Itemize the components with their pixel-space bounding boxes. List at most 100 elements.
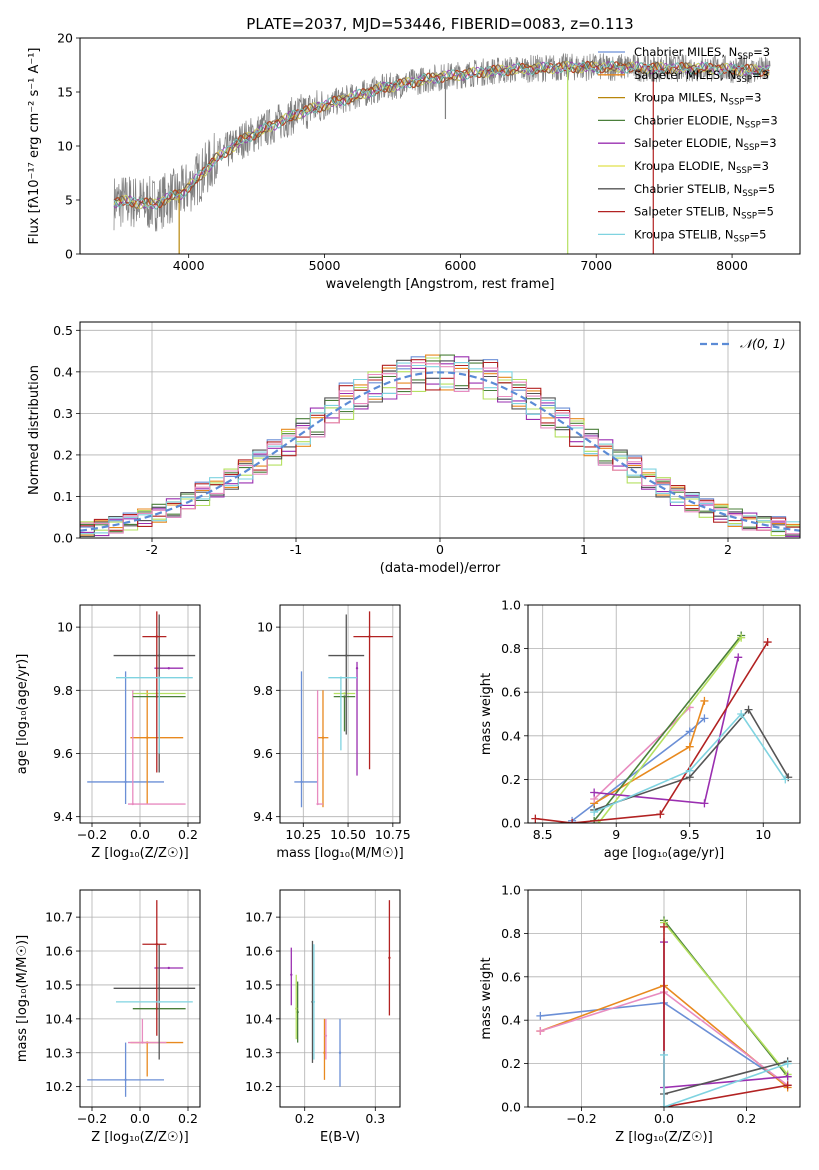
mass-weight-vs-age-plot-area [528, 605, 800, 823]
age-vs-mass-xtick-label-0: 10.25 [285, 827, 321, 842]
mass-vs-Z-ylabel: mass [log₁₀(M/M☉)] [15, 935, 30, 1062]
age-vs-Z-ylabel: age [log₁₀(age/yr)] [15, 654, 30, 775]
mass-weight-vs-age-line-8 [593, 712, 786, 813]
age-vs-mass-point-7 [368, 635, 371, 638]
mass-vs-EBV-xtick-label-0: 0.2 [295, 1111, 315, 1126]
mass-weight-vs-age-ytick-label-3: 0.6 [501, 685, 521, 700]
mass-weight-vs-age-line-0 [571, 717, 705, 822]
legend-suffix-7: =5 [757, 205, 774, 219]
mass-weight-vs-age-xtick-label-2: 9.5 [680, 827, 700, 842]
spectrum-ytick-label-4: 20 [57, 31, 73, 46]
age-vs-Z-axes: −0.2 0.0 0.2 9.4 9.6 9.8 10 Z [log₁₀(Z/Z☉)] age … [15, 604, 201, 861]
mass-vs-EBV-ytick-label-0: 10.2 [245, 1079, 273, 1094]
mass-weight-vs-Z-marker-5-2 [783, 1072, 792, 1081]
age-vs-Z-point-1 [146, 736, 149, 739]
mass-weight-vs-age-xlabel: age [log₁₀(age/yr)] [604, 846, 725, 861]
mass-weight-vs-age-line-7 [535, 641, 769, 823]
residuals-xtick-label-0: -2 [146, 542, 158, 557]
spectrum-ytick-label-2: 10 [57, 139, 73, 154]
mass-weight-vs-age-frame [527, 604, 801, 824]
spectrum-legend-label-5: Kroupa ELODIE, NSSP=3 [634, 159, 769, 176]
mass-weight-vs-Z-line-4 [663, 921, 789, 1076]
spectrum-ylabel: Flux [fλ10⁻¹⁷ erg cm⁻² s⁻¹ A⁻¹] [27, 48, 42, 245]
spectrum-ytick-label-3: 15 [57, 85, 73, 100]
mass-vs-Z-point-7 [158, 1000, 161, 1004]
mass-vs-EBV-point-8 [312, 1000, 316, 1004]
mass-vs-Z-point-4 [167, 966, 170, 970]
spectrum-legend-label-1: Salpeter MILES, NSSP=3 [634, 68, 769, 85]
spectrum-legend-label-0: Chabrier MILES, NSSP=3 [634, 45, 770, 62]
mass-weight-vs-Z-xlabel: Z [log₁₀(Z/Z☉)] [615, 1130, 712, 1145]
legend-suffix-0: =3 [753, 45, 770, 59]
mass-weight-vs-age-marker-1-2 [700, 696, 709, 705]
mass-weight-vs-Z-plot-area [528, 890, 800, 1107]
mass-weight-vs-age-ytick-label-5: 1.0 [501, 598, 521, 613]
legend-text-8: Kroupa STELIB, N [634, 227, 734, 241]
mass-vs-Z-point-2 [141, 1041, 144, 1044]
mass-vs-EBV-ytick-label-1: 10.3 [245, 1045, 273, 1060]
age-vs-mass-xtick-label-1: 10.50 [330, 827, 366, 842]
normal-curve-line [80, 371, 800, 532]
spectrum-xtick-label-1: 5000 [309, 258, 341, 273]
age-vs-mass-point-8 [339, 676, 343, 679]
residuals-xtick-label-3: 1 [580, 542, 588, 557]
legend-suffix-3: =3 [761, 113, 778, 127]
age-vs-Z-ytick-label-3: 10 [57, 620, 73, 635]
mass-weight-vs-age-marker-1-1 [685, 742, 694, 751]
mass-vs-Z-ytick-label-0: 10.2 [45, 1079, 73, 1094]
mass-weight-vs-age-line-2 [593, 706, 691, 800]
spectrum-frame [79, 37, 801, 255]
residual-hist-8 [80, 362, 800, 535]
age-vs-Z-point-7 [155, 635, 158, 638]
age-vs-Z-xtick-label-0: −0.2 [77, 827, 107, 842]
spectrum-xtick-label-3: 7000 [580, 258, 612, 273]
mass-vs-Z-ytick-label-5: 10.7 [45, 910, 73, 925]
mass-weight-vs-Z-ytick-label-1: 0.2 [501, 1056, 521, 1071]
mass-vs-EBV-ytick-label-2: 10.4 [245, 1011, 273, 1026]
mass-vs-Z-xtick-label-1: 0.0 [130, 1111, 150, 1126]
mass-weight-vs-Z-ylabel: mass weight [479, 957, 494, 1039]
legend-suffix-2: =3 [744, 91, 761, 105]
residuals-frame [79, 321, 801, 539]
mass-weight-vs-Z-axes: −0.2 0.0 0.2 0.0 0.2 0.4 0.6 0.8 1.0 Z [log₁₀(Z/Z… [479, 883, 801, 1145]
residuals-axes: -2 -1 0 1 2 0.0 0.1 0.2 0.3 0.4 0.5 (data-model)/er… [27, 321, 801, 576]
mass-weight-vs-Z-ytick-label-5: 1.0 [501, 883, 521, 898]
age-vs-Z-plot-area [80, 605, 200, 823]
legend-suffix-5: =3 [752, 159, 769, 173]
spectrum-model-line-6 [113, 61, 770, 209]
spectrum-ytick-label-0: 0 [65, 247, 73, 262]
legend-suffix-6: =5 [758, 182, 775, 196]
mass-weight-vs-Z-marker-0-0 [536, 1011, 545, 1020]
legend-sub-4: SSP [744, 143, 760, 153]
mass-vs-Z-xtick-label-0: −0.2 [77, 1111, 107, 1126]
mass-weight-vs-age-marker-0-1 [685, 727, 694, 736]
mass-vs-Z-ytick-label-1: 10.3 [45, 1045, 73, 1060]
residuals-ytick-label-1: 0.1 [53, 489, 73, 504]
age-vs-mass-point-0 [300, 780, 303, 784]
mass-weight-vs-Z-ytick-label-3: 0.6 [501, 969, 521, 984]
mass-weight-vs-Z-marker-8-0 [660, 1050, 668, 1059]
spectrum-xtick-label-0: 4000 [173, 258, 205, 273]
spectrum-xtick-label-4: 8000 [716, 258, 748, 273]
legend-sub-6: SSP [742, 189, 758, 199]
age-vs-Z-xtick-label-1: 0.0 [130, 827, 150, 842]
mass-weight-vs-Z-line-6 [663, 1060, 788, 1095]
mass-weight-vs-Z-marker-7-0 [660, 922, 668, 931]
age-vs-mass-ytick-label-1: 9.6 [253, 746, 273, 761]
spectrum-model-line-8 [113, 60, 770, 210]
age-vs-Z-point-6 [158, 654, 161, 657]
mass-weight-vs-Z-xtick-label-0: −0.2 [566, 1111, 596, 1126]
mass-vs-Z-axes: −0.2 0.0 0.2 10.2 10.3 10.4 10.5 10.6 10.7 Z [log… [15, 889, 201, 1145]
mass-vs-EBV-point-7 [388, 956, 391, 960]
age-vs-mass-ytick-label-2: 9.8 [253, 683, 273, 698]
mass-weight-vs-age-marker-7-0 [531, 814, 540, 823]
mass-weight-vs-age-marker-5-0 [590, 788, 599, 797]
mass-vs-EBV-xtick-label-1: 0.3 [365, 1111, 385, 1126]
mass-weight-vs-age-marker-5-2 [734, 653, 743, 662]
mass-weight-vs-Z-marker-7-2 [783, 1081, 792, 1090]
legend-text-0: Chabrier MILES, N [634, 45, 737, 59]
legend-text-7: Salpeter STELIB, N [634, 205, 741, 219]
age-vs-mass-point-5 [355, 666, 359, 670]
mass-vs-Z-ytick-label-3: 10.5 [45, 977, 73, 992]
mass-weight-vs-age-marker-7-1 [568, 819, 577, 823]
